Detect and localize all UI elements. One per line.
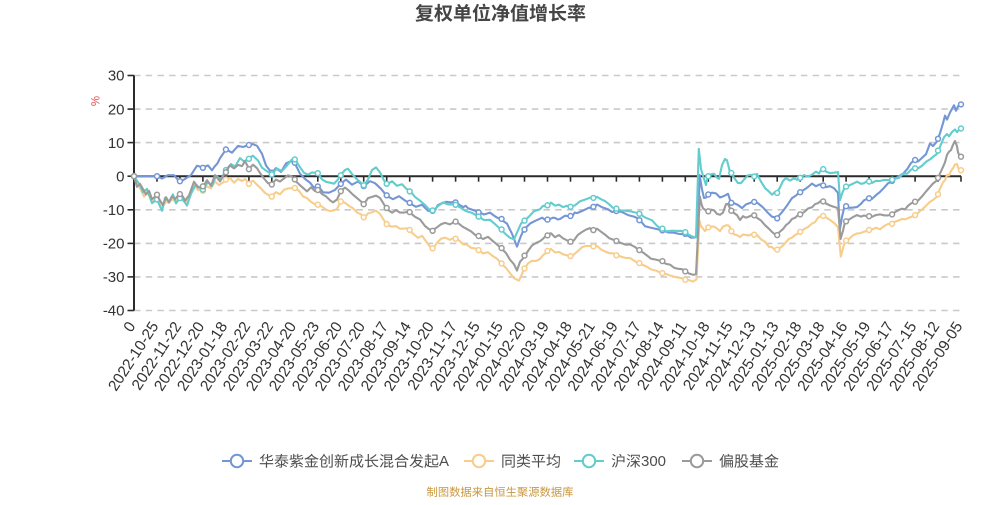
svg-text:20: 20 — [108, 101, 125, 118]
svg-text:%: % — [91, 96, 103, 106]
svg-text:30: 30 — [108, 68, 125, 85]
svg-text:-20: -20 — [103, 236, 125, 253]
svg-text:0: 0 — [116, 168, 124, 185]
svg-text:A: A — [439, 453, 449, 470]
svg-text:-30: -30 — [103, 269, 125, 286]
svg-text:300: 300 — [641, 453, 666, 470]
svg-text:-40: -40 — [103, 303, 125, 320]
svg-text:10: 10 — [108, 135, 125, 152]
svg-text:-10: -10 — [103, 202, 125, 219]
